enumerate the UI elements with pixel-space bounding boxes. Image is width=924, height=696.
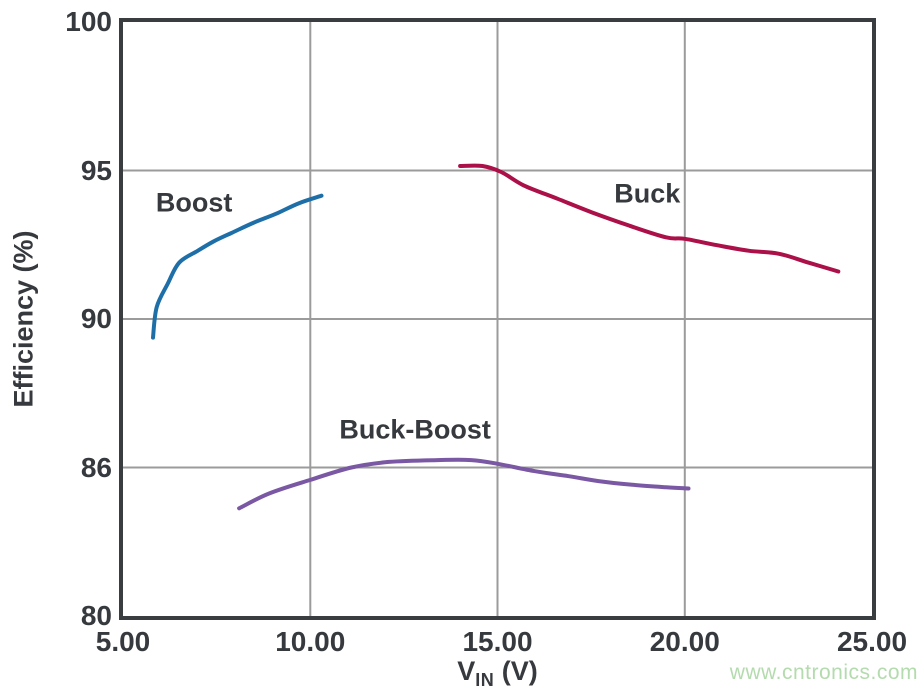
x-axis-title-unit: (V) (501, 656, 538, 686)
x-axis-title-subscript: IN (475, 670, 495, 690)
x-tick-label-20.00: 20.00 (649, 626, 720, 657)
series-label-boost: Boost (155, 187, 233, 218)
y-tick-label-90: 90 (80, 303, 112, 334)
y-tick-label-86: 86 (80, 451, 112, 483)
y-tick-label-100: 100 (65, 6, 112, 37)
x-tick-label-10.00: 10.00 (275, 626, 346, 657)
series-label-buck: Buck (614, 178, 681, 209)
x-axis-title-main: V (457, 656, 476, 686)
watermark-text: www.cntronics.com (729, 661, 918, 684)
series-curve-boost (151, 193, 324, 340)
x-tick-label-5.00: 5.00 (95, 626, 151, 657)
x-tick-label-25.00: 25.00 (836, 626, 908, 657)
series-curve-buck (458, 163, 841, 274)
series-curve-buck-boost (237, 457, 691, 511)
x-tick-label-15.00: 15.00 (462, 626, 533, 657)
x-axis-title: VIN (V) (123, 656, 872, 691)
y-tick-label-80: 80 (80, 600, 112, 631)
y-tick-label-95: 95 (80, 154, 112, 186)
plot-area (123, 22, 872, 616)
series-label-buck-boost: Buck-Boost (339, 414, 491, 445)
